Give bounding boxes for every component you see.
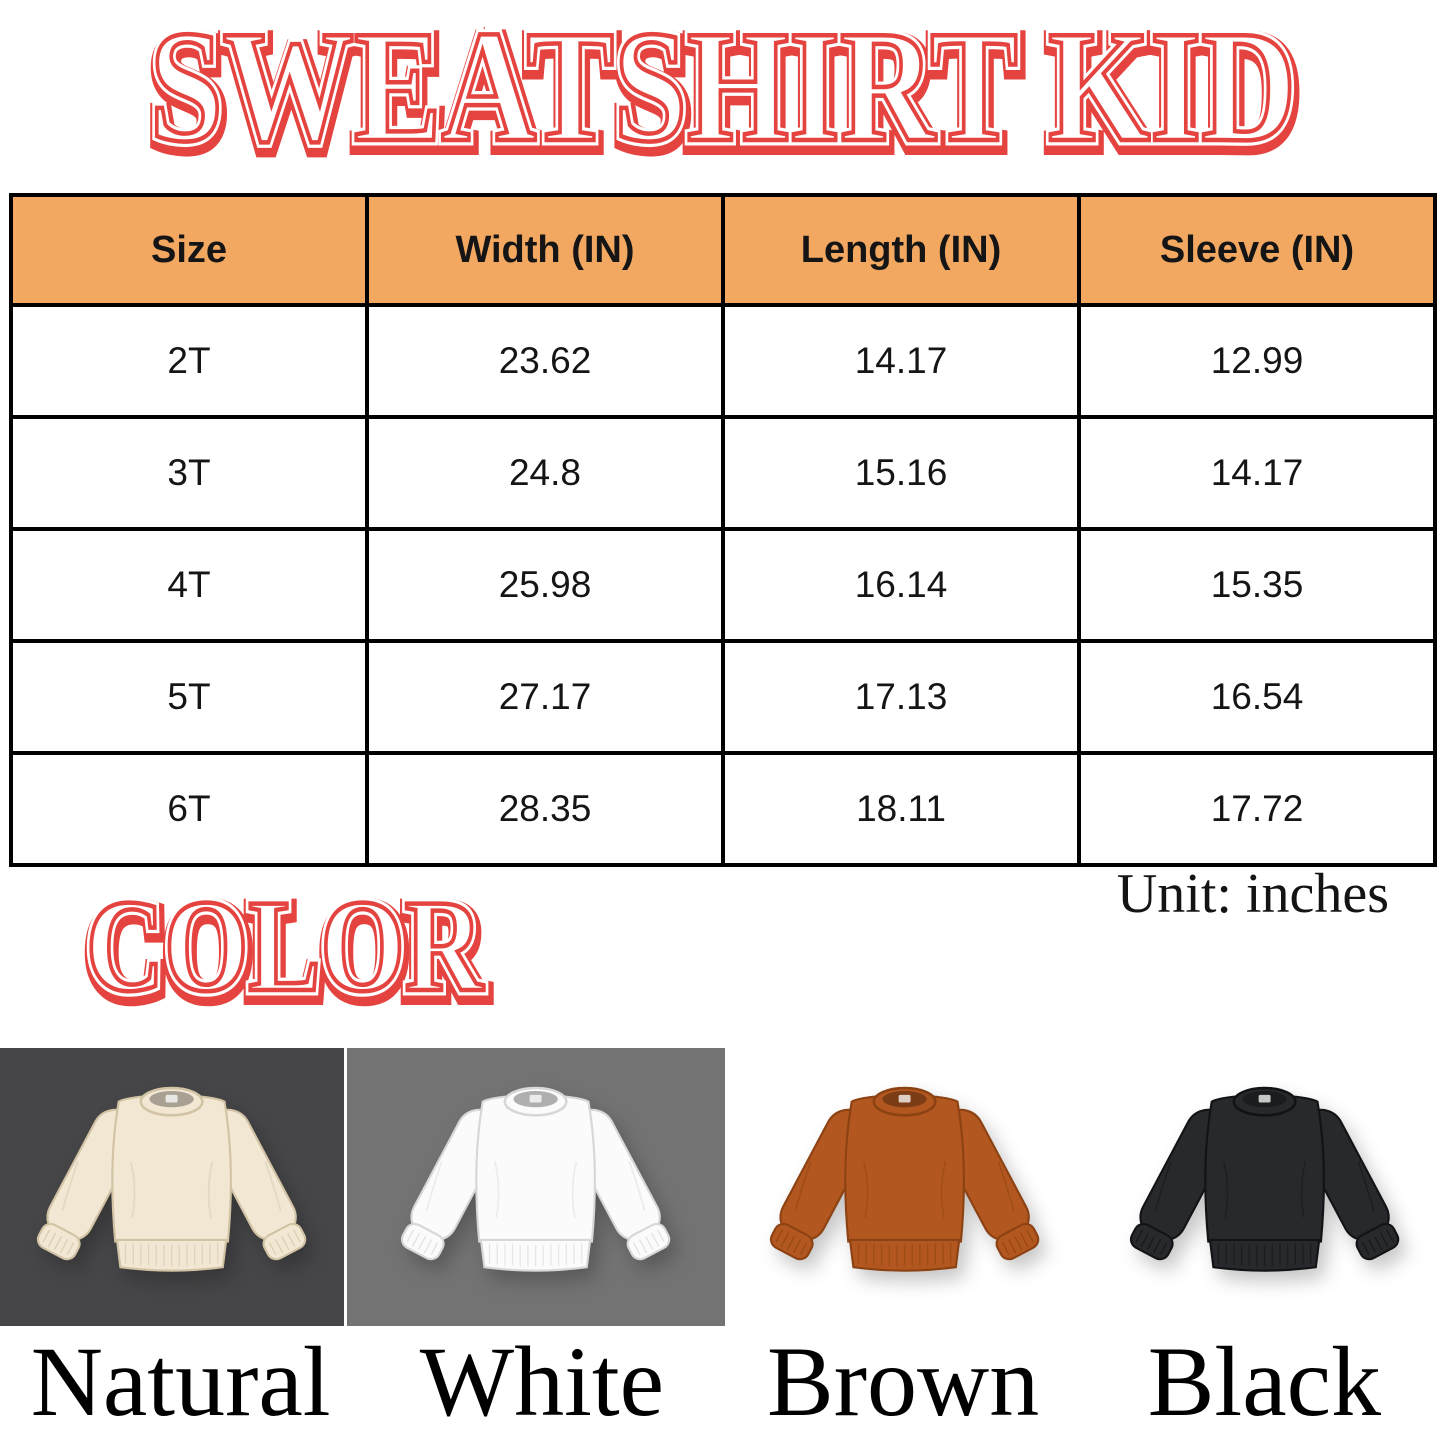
table-row: 3T 24.8 15.16 14.17 (9, 415, 1437, 531)
cell-sleeve: 12.99 (1077, 303, 1437, 419)
cell-size: 5T (9, 639, 369, 755)
page-title-text: SWEATSHIRT KID (143, 1, 1306, 181)
cell-length: 14.17 (721, 303, 1081, 419)
table-row: 5T 27.17 17.13 16.54 (9, 639, 1437, 755)
swatch-label-white: White (419, 1326, 665, 1437)
swatch-label-black: Black (1147, 1326, 1381, 1437)
cell-sleeve: 16.54 (1077, 639, 1437, 755)
cell-length: 15.16 (721, 415, 1081, 531)
cell-width: 25.98 (365, 527, 725, 643)
swatch-label-row: Natural White Brown Black (0, 1326, 1445, 1445)
sweatshirt-illustration-brown (751, 1059, 1058, 1315)
swatch-label-natural: Natural (30, 1326, 331, 1437)
cell-width: 23.62 (365, 303, 725, 419)
table-row: 4T 25.98 16.14 15.35 (9, 527, 1437, 643)
swatch-photo-black (1085, 1048, 1445, 1326)
cell-length: 16.14 (721, 527, 1081, 643)
color-heading-text: COLOR (79, 875, 492, 1027)
cell-size: 3T (9, 415, 369, 531)
table-row: 2T 23.62 14.17 12.99 (9, 303, 1437, 419)
column-header-sleeve: Sleeve (IN) (1077, 193, 1437, 307)
size-table: Size Width (IN) Length (IN) Sleeve (IN) … (9, 193, 1437, 867)
cell-width: 28.35 (365, 751, 725, 867)
table-header-row: Size Width (IN) Length (IN) Sleeve (IN) (9, 193, 1437, 307)
page-title: SWEATSHIRT KID SWEATSHIRT KID SWEATSHIRT… (0, 0, 1445, 182)
sweatshirt-illustration-natural (18, 1059, 325, 1315)
cell-sleeve: 14.17 (1077, 415, 1437, 531)
color-section-heading: COLOR COLOR COLOR (79, 872, 570, 1027)
swatch-photo-row (0, 1048, 1445, 1326)
page-title-outline: SWEATSHIRT KID SWEATSHIRT KID SWEATSHIRT… (143, 0, 1306, 182)
sweatshirt-illustration-black (1111, 1059, 1418, 1315)
table-row: 6T 28.35 18.11 17.72 (9, 751, 1437, 867)
swatch-label-brown: Brown (767, 1326, 1040, 1437)
cell-sleeve: 17.72 (1077, 751, 1437, 867)
cell-length: 17.13 (721, 639, 1081, 755)
swatch-photo-white (347, 1048, 725, 1326)
sweatshirt-illustration-white (382, 1059, 689, 1315)
cell-width: 24.8 (365, 415, 725, 531)
page-title-text-overlay-red: SWEATSHIRT KID (148, 0, 1298, 175)
column-header-length: Length (IN) (721, 193, 1081, 307)
color-heading-text-overlay-white: COLOR (81, 872, 487, 1019)
swatch-photo-brown (725, 1048, 1085, 1326)
column-header-size: Size (9, 193, 369, 307)
unit-note: Unit: inches (1116, 863, 1389, 925)
page-title-text-overlay-white: SWEATSHIRT KID (145, 0, 1300, 175)
cell-size: 4T (9, 527, 369, 643)
color-heading-outline: COLOR COLOR COLOR (79, 872, 492, 1027)
cell-size: 2T (9, 303, 369, 419)
swatch-photo-natural (0, 1048, 344, 1326)
cell-size: 6T (9, 751, 369, 867)
column-header-width: Width (IN) (365, 193, 725, 307)
color-heading-text-overlay-red: COLOR (84, 872, 485, 1019)
cell-width: 27.17 (365, 639, 725, 755)
cell-length: 18.11 (721, 751, 1081, 867)
cell-sleeve: 15.35 (1077, 527, 1437, 643)
